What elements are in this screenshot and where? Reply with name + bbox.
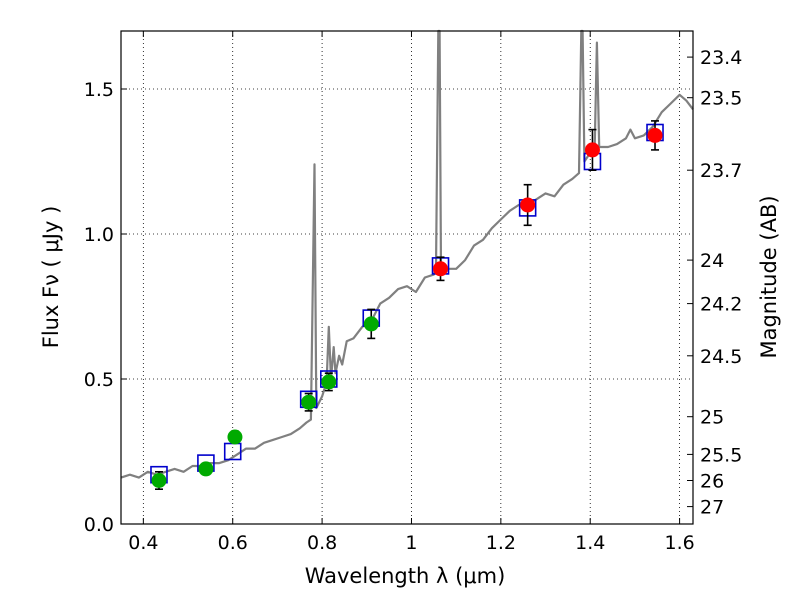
observed-point bbox=[151, 473, 167, 488]
grid bbox=[121, 31, 693, 525]
x-tick-label: 1 bbox=[405, 532, 417, 554]
observed-point bbox=[227, 429, 243, 445]
observed-point bbox=[647, 127, 663, 143]
y-tick-label: 1.5 bbox=[84, 79, 114, 101]
spectrum-path bbox=[120, 29, 694, 479]
observed-point bbox=[363, 316, 379, 332]
x-tick-label: 1.6 bbox=[664, 532, 694, 554]
right-tick-label: 23.4 bbox=[700, 47, 742, 69]
model-squares bbox=[150, 123, 664, 484]
right-tick-label: 25.5 bbox=[700, 444, 742, 466]
observed-points bbox=[151, 127, 663, 488]
observed-point bbox=[321, 374, 337, 390]
right-tick-label: 23.5 bbox=[700, 88, 742, 110]
right-tick-label: 25 bbox=[700, 407, 724, 429]
y-tick-label: 0.5 bbox=[84, 369, 114, 391]
observed-point bbox=[433, 261, 449, 277]
right-tick-label: 27 bbox=[700, 497, 724, 519]
right-tick-label: 23.7 bbox=[700, 160, 742, 182]
observed-point bbox=[198, 461, 214, 477]
right-tick-label: 24.2 bbox=[700, 294, 742, 316]
y-axis-right-label: Magnitude (AB) bbox=[757, 195, 781, 358]
x-tick-label: 1.4 bbox=[575, 532, 605, 554]
y-tick-label: 1.0 bbox=[84, 224, 114, 246]
observed-point bbox=[584, 142, 600, 158]
plot-frame bbox=[120, 30, 694, 525]
right-tick-label: 24.5 bbox=[700, 346, 742, 368]
y-axis-label: Flux Fν ( μJy ) bbox=[39, 206, 63, 349]
x-tick-label: 0.6 bbox=[218, 532, 248, 554]
observed-point bbox=[520, 197, 536, 213]
right-tick-label: 26 bbox=[700, 471, 724, 493]
spectrum-line bbox=[120, 29, 694, 479]
x-tick-label: 0.8 bbox=[307, 532, 337, 554]
right-tick-label: 24 bbox=[700, 250, 724, 272]
observed-point bbox=[301, 394, 317, 410]
x-tick-label: 1.2 bbox=[486, 532, 516, 554]
x-tick-label: 0.4 bbox=[128, 532, 158, 554]
y-tick-label: 0.0 bbox=[84, 514, 114, 536]
axis-ticks: 0.4 0.6 0.8 1 1.2 1.4 1.6 0.0 0.5 1.0 1.5 23.4 23.5 2… bbox=[84, 31, 742, 554]
x-axis-label: Wavelength λ (μm) bbox=[305, 564, 506, 588]
